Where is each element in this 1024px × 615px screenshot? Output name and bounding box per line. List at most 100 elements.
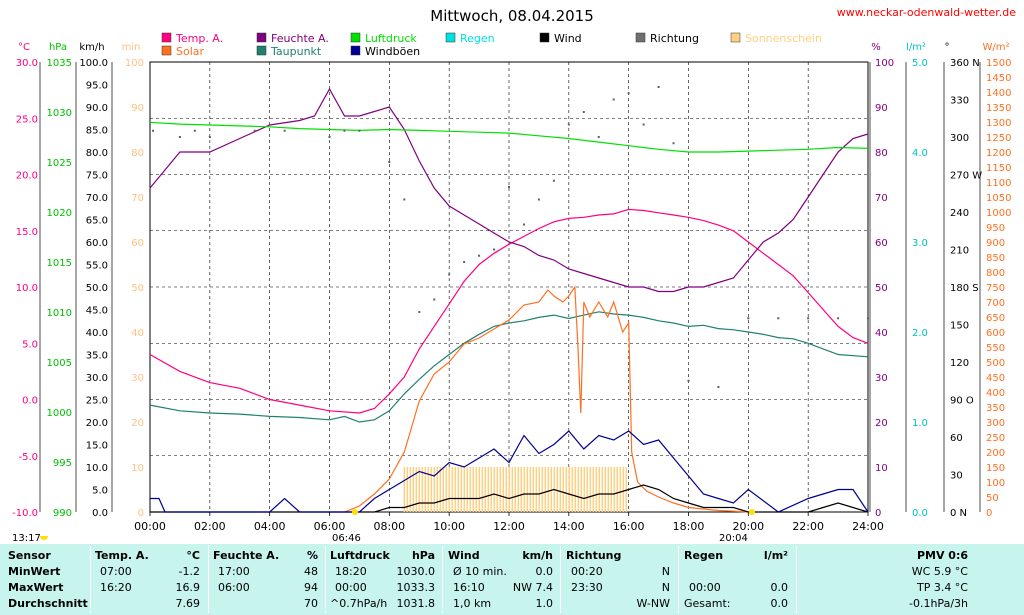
sun-markers: 06:46 20:04 13:17 xyxy=(12,509,755,544)
axis-units: °C hPa km/h min% l/m² ° W/m² xyxy=(18,42,1010,53)
max-druck-value: 1033.3 xyxy=(396,581,436,594)
richtung-point xyxy=(567,123,570,126)
richtung-point xyxy=(433,298,436,301)
axis-unit-pressure: hPa xyxy=(49,42,67,53)
axis-tick-label: 90 O xyxy=(950,396,974,407)
x-tick-label: 06:00 xyxy=(314,520,346,533)
axis-tick-label: 15.0 xyxy=(16,227,38,238)
richtung-point xyxy=(627,92,630,95)
richtung-point xyxy=(777,317,780,320)
axis-tick-label: 700 xyxy=(986,298,1005,309)
axis-tick-label: 1005 xyxy=(47,358,72,369)
richtung-point xyxy=(478,254,481,257)
max-regen-time: 00:00 xyxy=(689,581,721,594)
richtung-point xyxy=(657,86,660,88)
legend-swatch xyxy=(445,32,456,43)
pmv-wc: WC 5.9 °C xyxy=(911,565,968,578)
left-axes: 30.0 25.0 20.0 15.0 10.0 5.0 0.0 -5.0 -10.0 1035 1… xyxy=(12,58,981,519)
axis-tick-label: 1000 xyxy=(986,208,1011,219)
axis-tick-label: 1035 xyxy=(47,58,72,69)
axis-unit-rain: l/m² xyxy=(906,42,926,53)
legend-label: Feuchte A. xyxy=(271,32,329,45)
axis-tick-label: 1015 xyxy=(47,258,72,269)
richtung-point xyxy=(642,123,645,126)
axis-tick-label: 3.0 xyxy=(912,238,928,249)
richtung-point xyxy=(403,198,406,201)
col-divider xyxy=(678,546,679,613)
axis-tick-label: 0.0 xyxy=(92,508,108,519)
axis-tick-label: 5.0 xyxy=(22,339,38,350)
avg-wind-distance: 1,0 km xyxy=(453,597,492,610)
axis-tick-label: 650 xyxy=(986,313,1005,324)
chart-title: Mittwoch, 08.04.2015 xyxy=(430,7,594,25)
header-richtung: Richtung xyxy=(566,549,622,562)
max-wind-value: NW 7.4 xyxy=(512,581,553,594)
axis-tick-label: 450 xyxy=(986,373,1005,384)
axis-tick-label: 990 xyxy=(53,508,72,519)
axis-tick-label: 1025 xyxy=(47,158,72,169)
axis-tick-label: 30 xyxy=(875,373,888,384)
axis-tick-label: 70 xyxy=(875,193,888,204)
axis-tick-label: 40 xyxy=(131,328,144,339)
axis-tick-label: 270 W xyxy=(950,171,982,182)
max-druck-time: 00:00 xyxy=(335,581,367,594)
axis-tick-label: 35.0 xyxy=(86,351,108,362)
min-wind-label: Ø 10 min. xyxy=(453,565,507,578)
x-tick-label: 12:00 xyxy=(493,520,525,533)
axis-tick-label: 20.0 xyxy=(16,171,38,182)
header-feuchte: Feuchte A. xyxy=(213,549,280,562)
axis-tick-label: 200 xyxy=(986,448,1005,459)
series-line-luftdruck xyxy=(149,121,869,153)
richtung-point xyxy=(178,136,181,138)
header-temp: Temp. A. xyxy=(95,549,149,562)
x-tick-label: 16:00 xyxy=(613,520,645,533)
x-tick-label: 14:00 xyxy=(553,520,585,533)
axis-tick-label: 1250 xyxy=(986,133,1011,144)
axis-tick-label: 120 xyxy=(950,358,969,369)
series-lines xyxy=(149,87,869,513)
axis-tick-label: 150 xyxy=(950,321,969,332)
axis-tick-label: 1300 xyxy=(986,118,1011,129)
axis-unit-humidity: % xyxy=(871,42,881,53)
richtung-point xyxy=(448,273,451,276)
legend-label: Luftdruck xyxy=(365,32,417,45)
stats-table: Sensor Temp. A. °C Feuchte A. % Luftdruc… xyxy=(0,544,1024,615)
axis-tick-label: 80.0 xyxy=(86,148,108,159)
richtung-point xyxy=(208,136,211,138)
axis-tick-label: 4.0 xyxy=(912,148,928,159)
axis-tick-label: 40.0 xyxy=(86,328,108,339)
header-sensor: Sensor xyxy=(8,549,51,562)
site-link[interactable]: www.neckar-odenwald-wetter.de xyxy=(837,6,1017,19)
axis-tick-label: 25.0 xyxy=(16,114,38,125)
series-line-feuchte-a- xyxy=(149,87,869,293)
avg-richtung-value: W-NW xyxy=(636,597,670,610)
header-regen-unit: l/m² xyxy=(763,549,788,562)
axis-tick-label: 10 xyxy=(875,463,888,474)
axis-tick-label: 75.0 xyxy=(86,171,108,182)
axis-tick-label: 100 xyxy=(986,478,1005,489)
richtung-point xyxy=(522,223,525,226)
x-axis: 00:00 02:00 04:00 06:00 08:00 10:00 12:00 14:00… xyxy=(134,512,884,533)
min-feuchte-time: 17:00 xyxy=(218,565,250,578)
axis-tick-label: 600 xyxy=(986,328,1005,339)
x-tick-label: 02:00 xyxy=(194,520,226,533)
axis-tick-label: 1020 xyxy=(47,208,72,219)
axis-tick-label: 60 xyxy=(875,238,888,249)
axis-tick-label: 20 xyxy=(875,418,888,429)
header-wind-unit: km/h xyxy=(522,549,553,562)
legend-swatch xyxy=(256,45,267,56)
header-pmv: PMV 0:6 xyxy=(916,549,968,562)
axis-tick-label: 90 xyxy=(875,103,888,114)
x-tick-label: 04:00 xyxy=(254,520,286,533)
richtung-point xyxy=(837,317,840,320)
col-divider xyxy=(208,546,209,613)
axis-unit-sunshine: min xyxy=(122,42,141,53)
axis-tick-label: 180 S xyxy=(950,283,979,294)
axis-tick-label: 1000 xyxy=(47,408,72,419)
x-tick-label: 24:00 xyxy=(852,520,884,533)
axis-tick-label: 350 xyxy=(986,403,1005,414)
axis-tick-label: 1350 xyxy=(986,103,1011,114)
avg-temp-value: 7.69 xyxy=(175,597,201,610)
axis-tick-label: 25.0 xyxy=(86,396,108,407)
sunrise-time: 06:46 xyxy=(332,533,361,544)
